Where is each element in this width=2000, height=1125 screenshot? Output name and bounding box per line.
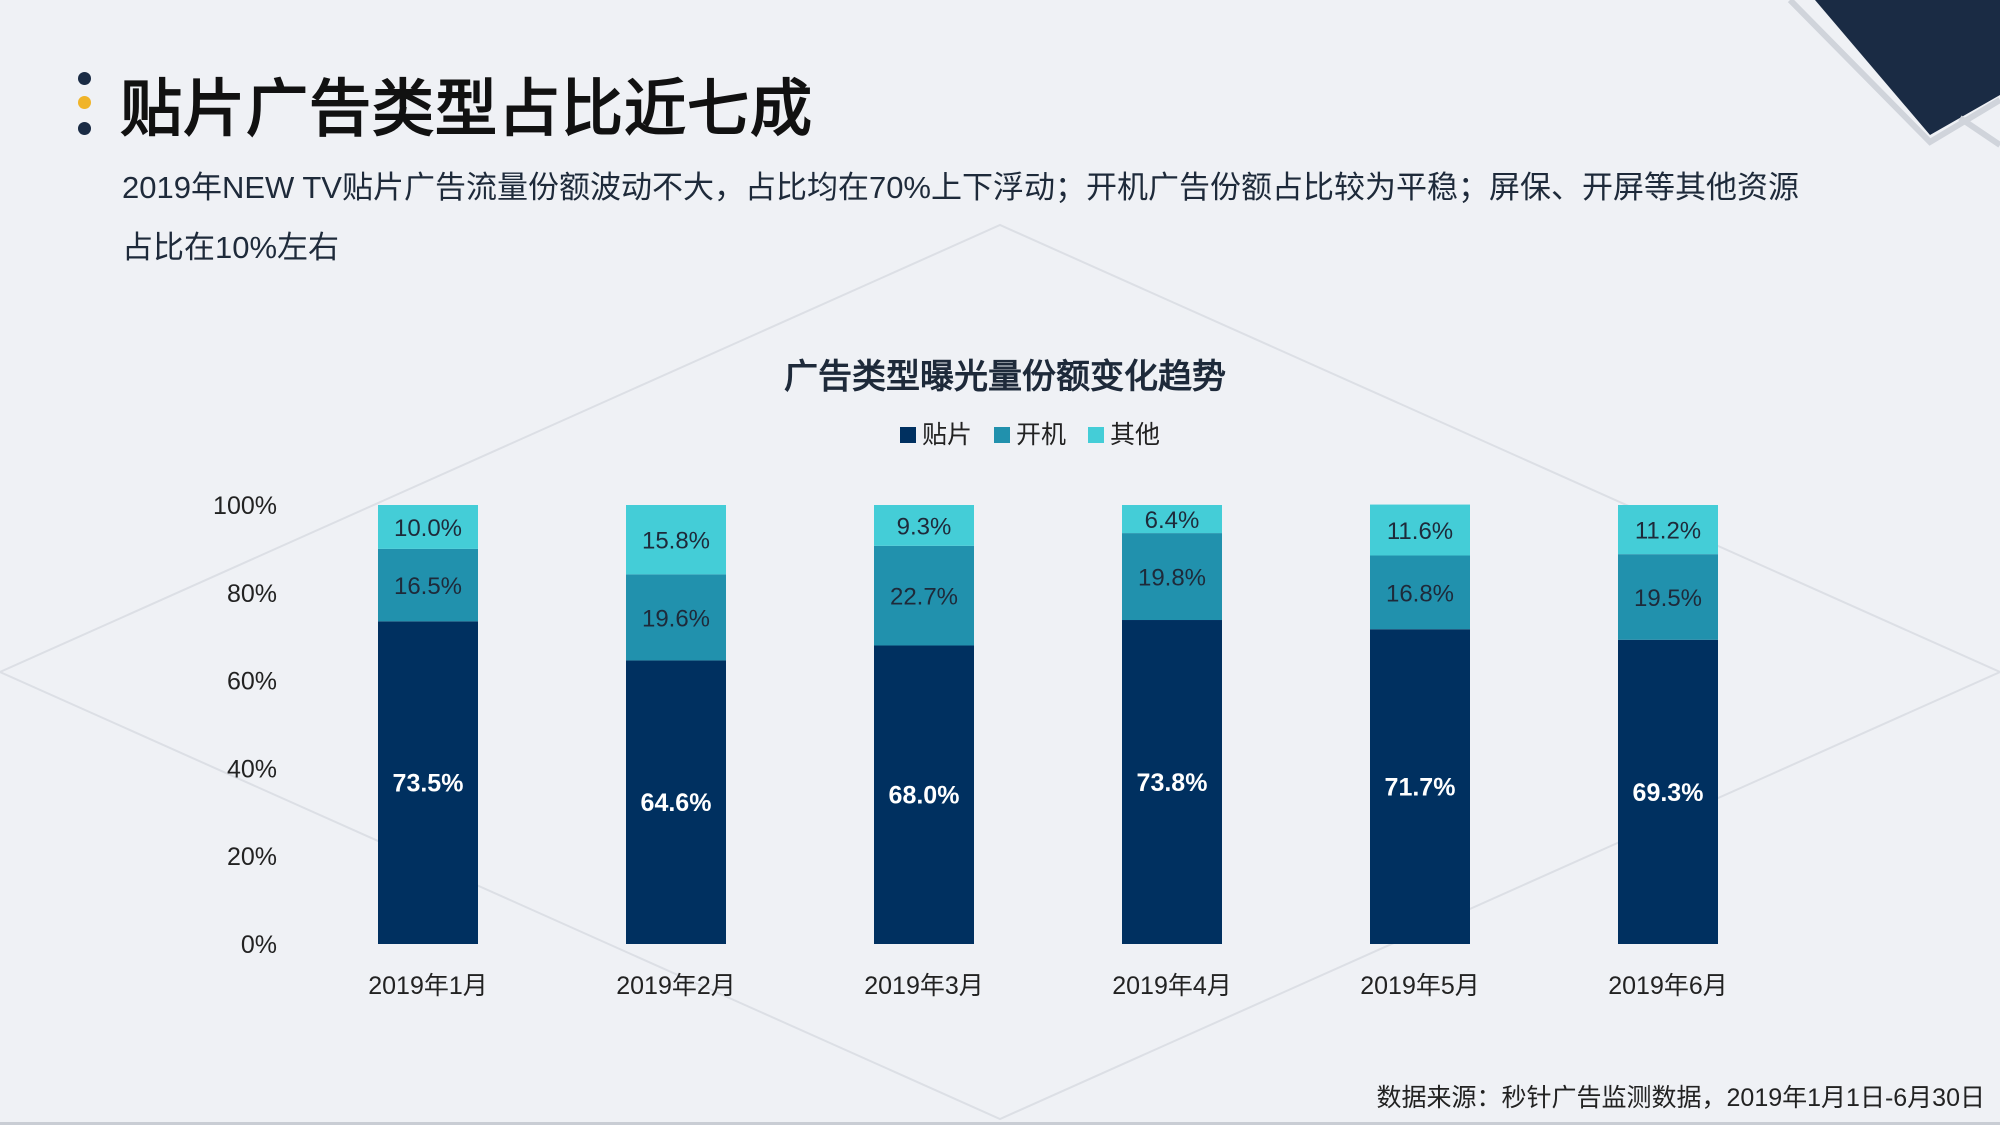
data-label: 19.5% (1634, 585, 1702, 612)
y-tick-label: 40% (227, 755, 277, 783)
bar-segment (1370, 555, 1470, 630)
bar-segment (626, 574, 726, 661)
bar-segment (378, 505, 478, 549)
page-subtitle: 2019年NEW TV贴片广告流量份额波动不大，占比均在70%上下浮动；开机广告… (122, 170, 1799, 265)
x-axis: 2019年1月 2019年2月 2019年3月 2019年4月 2019年5月 2019年… (368, 972, 1728, 1000)
data-label: 22.7% (890, 584, 958, 611)
data-label: 11.6% (1387, 518, 1453, 545)
bar-segment (874, 545, 974, 646)
chart-title: 广告类型曝光量份额变化趋势 (784, 358, 1226, 396)
bar-segment (378, 548, 478, 622)
data-label: 19.8% (1138, 565, 1206, 592)
legend-label: 贴片 (922, 421, 972, 449)
data-label: 64.6% (641, 789, 712, 817)
bar-segment (1618, 554, 1718, 640)
legend-label: 开机 (1016, 421, 1066, 449)
bar-segment (1122, 505, 1222, 534)
page-title: 贴片广告类型占比近七成 (120, 75, 814, 144)
data-label: 10.0% (394, 515, 462, 542)
data-label: 6.4% (1145, 507, 1200, 534)
y-tick-label: 80% (227, 580, 277, 608)
y-tick-label: 100% (213, 492, 277, 520)
bar-segment (874, 645, 974, 944)
bar-segment (1618, 639, 1718, 944)
legend-swatch (1088, 427, 1104, 443)
x-tick-label: 2019年3月 (864, 972, 984, 1000)
bar-segment (1370, 504, 1470, 556)
y-axis: 0% 20% 40% 60% 80% 100% (213, 492, 277, 959)
bars: 73.5% 16.5% 10.0% 64.6% 19.6% 15.8% 68.0% 22.7%… (378, 504, 1718, 944)
x-tick-label: 2019年6月 (1608, 972, 1728, 1000)
bar-segment (626, 660, 726, 944)
chart-legend: 贴片 开机 其他 (900, 421, 1160, 449)
bar-segment (378, 621, 478, 944)
legend-swatch (994, 427, 1010, 443)
data-label: 15.8% (642, 528, 710, 555)
x-tick-label: 2019年5月 (1360, 972, 1480, 1000)
bottom-divider (0, 1122, 2000, 1125)
legend-label: 其他 (1110, 421, 1160, 449)
y-tick-label: 0% (241, 931, 277, 959)
data-label: 19.6% (642, 605, 710, 632)
x-tick-label: 2019年1月 (368, 972, 488, 1000)
bar-segment (1370, 629, 1470, 944)
x-tick-label: 2019年4月 (1112, 972, 1232, 1000)
data-label: 71.7% (1385, 774, 1456, 802)
data-label: 16.5% (394, 573, 462, 600)
legend-swatch (900, 427, 916, 443)
y-tick-label: 20% (227, 843, 277, 871)
source-note: 数据来源：秒针广告监测数据，2019年1月1日-6月30日 (1376, 1084, 1985, 1112)
bar-segment (626, 505, 726, 575)
bar-segment (1122, 620, 1222, 944)
bar-segment (874, 505, 974, 546)
data-label: 11.2% (1635, 518, 1701, 545)
bar-segment (1122, 533, 1222, 621)
bar-segment (1618, 505, 1718, 555)
data-label: 69.3% (1633, 779, 1704, 807)
data-label: 73.8% (1137, 769, 1208, 797)
y-tick-label: 60% (227, 668, 277, 696)
data-label: 68.0% (889, 782, 960, 810)
data-label: 73.5% (393, 770, 464, 798)
title-bullet-icon (78, 72, 92, 142)
data-label: 16.8% (1386, 580, 1454, 607)
data-label: 9.3% (897, 513, 952, 540)
x-tick-label: 2019年2月 (616, 972, 736, 1000)
